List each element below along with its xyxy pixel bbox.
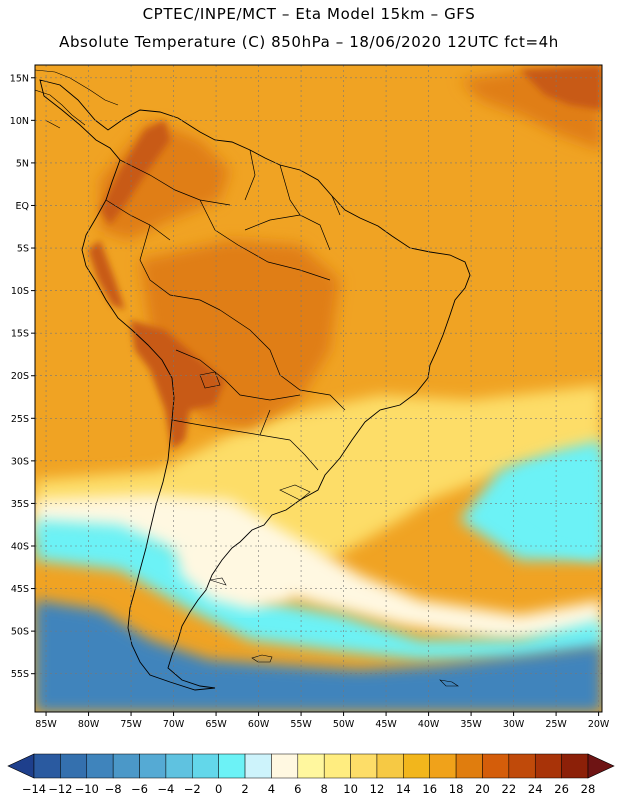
colorbar-label: 26 bbox=[554, 782, 569, 796]
lat-label: 45S bbox=[11, 584, 29, 595]
lat-label: 5N bbox=[16, 158, 29, 169]
lon-label: 35W bbox=[460, 719, 482, 730]
colorbar-label: 12 bbox=[370, 782, 385, 796]
map-title-line-2: Absolute Temperature (C) 850hPa – 18/06/… bbox=[59, 33, 559, 51]
colorbar-label: −4 bbox=[157, 782, 174, 796]
colorbar-label: 20 bbox=[475, 782, 490, 796]
colorbar-bin bbox=[112, 753, 140, 779]
lon-label: 50W bbox=[333, 719, 355, 730]
colorbar-label: −6 bbox=[131, 782, 148, 796]
lon-label: 80W bbox=[78, 719, 100, 730]
colorbar-bin bbox=[376, 753, 404, 779]
colorbar-bin bbox=[33, 753, 61, 779]
lon-label: 30W bbox=[503, 719, 525, 730]
colorbar-bin bbox=[350, 753, 378, 779]
colorbar-label: 6 bbox=[294, 782, 301, 796]
colorbar-label: 10 bbox=[343, 782, 358, 796]
colorbar-label: 4 bbox=[268, 782, 275, 796]
colorbar-bin bbox=[429, 753, 457, 779]
map-frame bbox=[34, 64, 603, 713]
colorbar-label: −8 bbox=[105, 782, 122, 796]
colorbar-bin bbox=[139, 753, 167, 779]
falklands bbox=[251, 654, 459, 687]
colorbar-bin bbox=[561, 753, 589, 779]
lon-label: 60W bbox=[248, 719, 270, 730]
lon-label: 85W bbox=[35, 719, 57, 730]
colorbar-bin bbox=[323, 753, 351, 779]
very-hot-ne-atlantic bbox=[520, 65, 602, 110]
lagoons-and-rivers bbox=[199, 371, 311, 586]
colorbar-bin bbox=[86, 753, 114, 779]
colorbar-bin bbox=[165, 753, 193, 779]
colorbar-high-arrow bbox=[587, 753, 615, 779]
lon-label: 70W bbox=[163, 719, 185, 730]
lat-label: 15S bbox=[11, 329, 29, 340]
latitude-axis: 15N 10N 5N EQ 5S 10S 15S 20S 25S 30S 35S 40S 45S 50S 5… bbox=[10, 73, 35, 680]
lon-label: 20W bbox=[588, 719, 610, 730]
colorbar-bin bbox=[508, 753, 536, 779]
lat-label: 35S bbox=[11, 499, 29, 510]
colorbar-label: 24 bbox=[528, 782, 543, 796]
colorbar-label: 14 bbox=[396, 782, 411, 796]
colorbar-bin bbox=[244, 753, 272, 779]
lat-label: 40S bbox=[11, 541, 29, 552]
lat-label: 10S bbox=[11, 286, 29, 297]
lat-label: 50S bbox=[11, 627, 29, 638]
colorbar-label: −10 bbox=[75, 782, 99, 796]
colorbar-label: 0 bbox=[215, 782, 222, 796]
cyan-band bbox=[35, 440, 602, 660]
lon-label: 25W bbox=[545, 719, 567, 730]
cold-ocean-east bbox=[500, 455, 602, 560]
lon-label: 45W bbox=[375, 719, 397, 730]
lat-label: 10N bbox=[10, 116, 29, 127]
lon-label: 75W bbox=[120, 719, 142, 730]
south-america-coastline bbox=[39, 79, 471, 691]
lat-label: 20S bbox=[11, 371, 29, 382]
colorbar-bin bbox=[192, 753, 219, 779]
longitude-axis: 85W 80W 75W 70W 65W 60W 55W 50W 45W 40W 35W 30W 25W 2… bbox=[35, 712, 610, 730]
colorbar-bin bbox=[403, 753, 430, 779]
temperature-field bbox=[35, 65, 602, 712]
colorbar-bin bbox=[297, 753, 325, 779]
lon-label: 65W bbox=[205, 719, 227, 730]
hot-andes-north bbox=[100, 120, 170, 225]
colorbar-label: 22 bbox=[502, 782, 517, 796]
colorbar-bin bbox=[271, 753, 299, 779]
hot-andes-peru bbox=[88, 240, 125, 310]
colorbar-label: 18 bbox=[449, 782, 464, 796]
colorbar-label: 2 bbox=[241, 782, 248, 796]
lat-label: 5S bbox=[17, 244, 29, 255]
colorbar-label: 8 bbox=[321, 782, 328, 796]
lat-label: 15N bbox=[10, 73, 29, 84]
colorbar-bin bbox=[482, 753, 510, 779]
colorbar-label: 16 bbox=[422, 782, 437, 796]
colorbar-label: −2 bbox=[184, 782, 201, 796]
coastline-layer bbox=[35, 69, 471, 691]
lat-label: 55S bbox=[11, 669, 29, 680]
lon-label: 40W bbox=[418, 719, 440, 730]
colorbar-bin bbox=[218, 753, 246, 779]
temperature-colorbar: −14 −12 −10 −8 −6 −4 −2 0 2 4 6 8 10 12 14 16 18 20 22 24 26… bbox=[7, 753, 615, 796]
cream-band bbox=[35, 495, 602, 640]
colorbar-label: −14 bbox=[22, 782, 46, 796]
lat-label: 25S bbox=[11, 414, 29, 425]
central-america-coast bbox=[35, 69, 119, 129]
colorbar-low-arrow bbox=[7, 753, 35, 779]
colorbar-label: 28 bbox=[581, 782, 596, 796]
lat-label: 30S bbox=[11, 456, 29, 467]
colorbar-bin bbox=[60, 753, 88, 779]
colorbar-bin bbox=[455, 753, 483, 779]
hot-andes-south bbox=[130, 320, 225, 450]
lon-label: 55W bbox=[290, 719, 312, 730]
colorbar-bin bbox=[534, 753, 562, 779]
map-title-line-1: CPTEC/INPE/MCT – Eta Model 15km – GFS bbox=[142, 5, 476, 23]
lat-label: EQ bbox=[16, 201, 29, 212]
colorbar-label: −12 bbox=[48, 782, 72, 796]
